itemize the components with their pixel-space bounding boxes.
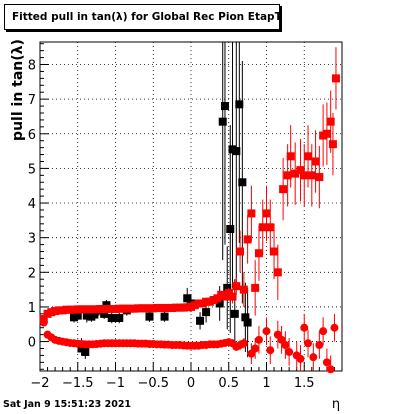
data-point — [254, 335, 263, 344]
data-point — [309, 353, 318, 362]
data-point — [326, 365, 335, 374]
y-tick-label: 0 — [28, 336, 36, 351]
data-point — [239, 285, 248, 294]
data-point — [281, 341, 290, 350]
data-point — [322, 358, 331, 367]
data-point — [315, 341, 324, 350]
data-point — [254, 249, 263, 258]
data-point — [307, 171, 316, 180]
data-point — [300, 323, 309, 332]
chart-title: Fitted pull in tan(λ) for Global Rec Pio… — [4, 4, 282, 30]
data-point — [232, 282, 241, 291]
data-point — [160, 312, 169, 321]
data-point — [196, 316, 205, 325]
data-point — [283, 171, 292, 180]
x-tick-label: −2 — [30, 376, 49, 391]
x-tick-label: 0.5 — [218, 376, 239, 391]
data-point — [238, 178, 247, 187]
data-point — [218, 117, 227, 126]
data-point — [326, 117, 335, 126]
series-2 — [39, 47, 340, 324]
x-tick-label: 0 — [187, 376, 195, 391]
data-point — [319, 327, 328, 336]
data-point — [304, 339, 313, 348]
data-point — [243, 318, 252, 327]
data-point — [331, 74, 340, 83]
x-tick-label: 1.5 — [294, 376, 315, 391]
data-point — [322, 129, 331, 138]
data-point — [247, 209, 256, 218]
y-tick-label: 8 — [28, 59, 36, 74]
y-tick-label: 6 — [28, 128, 36, 143]
data-point — [107, 314, 116, 323]
footer-date: Sat Jan 9 15:51:23 2021 — [3, 399, 132, 410]
data-point — [230, 309, 239, 318]
x-tick-label: −1 — [106, 376, 125, 391]
data-point — [220, 102, 229, 111]
data-point — [115, 314, 124, 323]
data-point — [239, 339, 248, 348]
y-tick-label: 2 — [28, 266, 36, 281]
data-point — [90, 310, 99, 319]
data-point — [273, 268, 282, 277]
data-point — [228, 292, 237, 301]
data-point — [77, 344, 86, 353]
data-point — [270, 247, 279, 256]
data-point — [243, 235, 252, 244]
data-point — [262, 209, 271, 218]
data-point — [223, 283, 232, 292]
data-point — [328, 140, 337, 149]
data-point — [258, 223, 267, 232]
data-point — [39, 315, 48, 324]
data-point — [315, 173, 324, 182]
x-axis-label: η — [332, 397, 340, 412]
data-point — [232, 147, 241, 156]
data-point — [236, 247, 245, 256]
data-point — [285, 347, 294, 356]
data-point — [183, 294, 192, 303]
data-point — [296, 354, 305, 363]
data-point — [266, 223, 275, 232]
y-axis-label: pull in tan(λ) — [10, 39, 26, 141]
y-tick-label: 3 — [28, 232, 36, 247]
data-point — [202, 308, 211, 317]
data-point — [241, 313, 250, 322]
data-point — [226, 225, 235, 234]
data-point — [304, 152, 313, 161]
series-1 — [39, 313, 339, 374]
data-point — [215, 299, 224, 308]
data-point — [235, 100, 244, 109]
data-point — [296, 166, 305, 175]
data-point — [251, 283, 260, 292]
data-point — [145, 312, 154, 321]
tick-labels: −2 −1.5 −1 −0.5 0 0.5 1 1.5 0 1 2 3 4 5 6 7 8 — [28, 59, 315, 391]
data-point — [251, 344, 260, 353]
data-point — [82, 311, 91, 320]
data-point — [262, 327, 271, 336]
data-point — [311, 157, 320, 166]
data-point — [266, 346, 275, 355]
data-point — [100, 309, 109, 318]
data-point — [73, 311, 82, 320]
y-tick-label: 7 — [28, 93, 36, 108]
data-point — [279, 185, 288, 194]
x-tick-label: −0.5 — [137, 376, 169, 391]
series-layer — [39, 42, 340, 374]
x-tick-label: −1.5 — [62, 376, 94, 391]
data-point — [330, 323, 339, 332]
y-tick-label: 1 — [28, 301, 36, 316]
x-tick-label: 1 — [262, 376, 270, 391]
axis-ticks — [39, 43, 343, 371]
y-tick-label: 5 — [28, 162, 36, 177]
y-tick-label: 4 — [28, 197, 36, 212]
data-point — [300, 171, 309, 180]
data-point — [286, 152, 295, 161]
data-point — [291, 169, 300, 178]
